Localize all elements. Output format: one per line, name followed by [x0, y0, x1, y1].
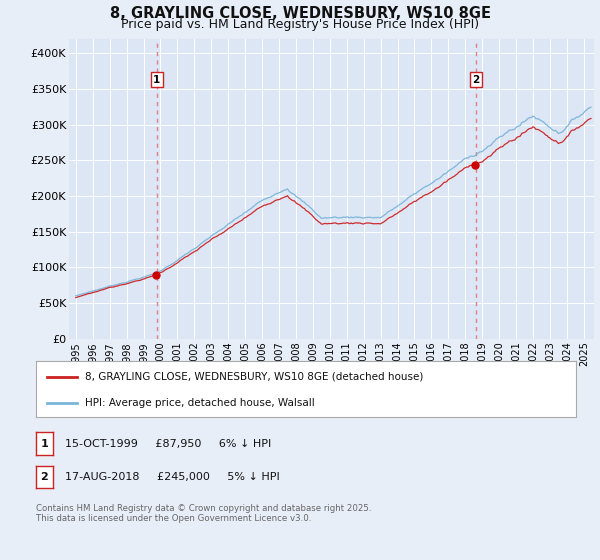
- Text: 1: 1: [153, 74, 161, 85]
- Text: 17-AUG-2018     £245,000     5% ↓ HPI: 17-AUG-2018 £245,000 5% ↓ HPI: [65, 472, 280, 482]
- Text: Contains HM Land Registry data © Crown copyright and database right 2025.
This d: Contains HM Land Registry data © Crown c…: [36, 504, 371, 524]
- Text: 1: 1: [41, 438, 48, 449]
- Text: 8, GRAYLING CLOSE, WEDNESBURY, WS10 8GE: 8, GRAYLING CLOSE, WEDNESBURY, WS10 8GE: [110, 6, 491, 21]
- Text: Price paid vs. HM Land Registry's House Price Index (HPI): Price paid vs. HM Land Registry's House …: [121, 18, 479, 31]
- Text: 15-OCT-1999     £87,950     6% ↓ HPI: 15-OCT-1999 £87,950 6% ↓ HPI: [65, 438, 271, 449]
- Text: 8, GRAYLING CLOSE, WEDNESBURY, WS10 8GE (detached house): 8, GRAYLING CLOSE, WEDNESBURY, WS10 8GE …: [85, 372, 423, 382]
- Text: HPI: Average price, detached house, Walsall: HPI: Average price, detached house, Wals…: [85, 398, 314, 408]
- Text: 2: 2: [472, 74, 479, 85]
- Text: 2: 2: [41, 472, 48, 482]
